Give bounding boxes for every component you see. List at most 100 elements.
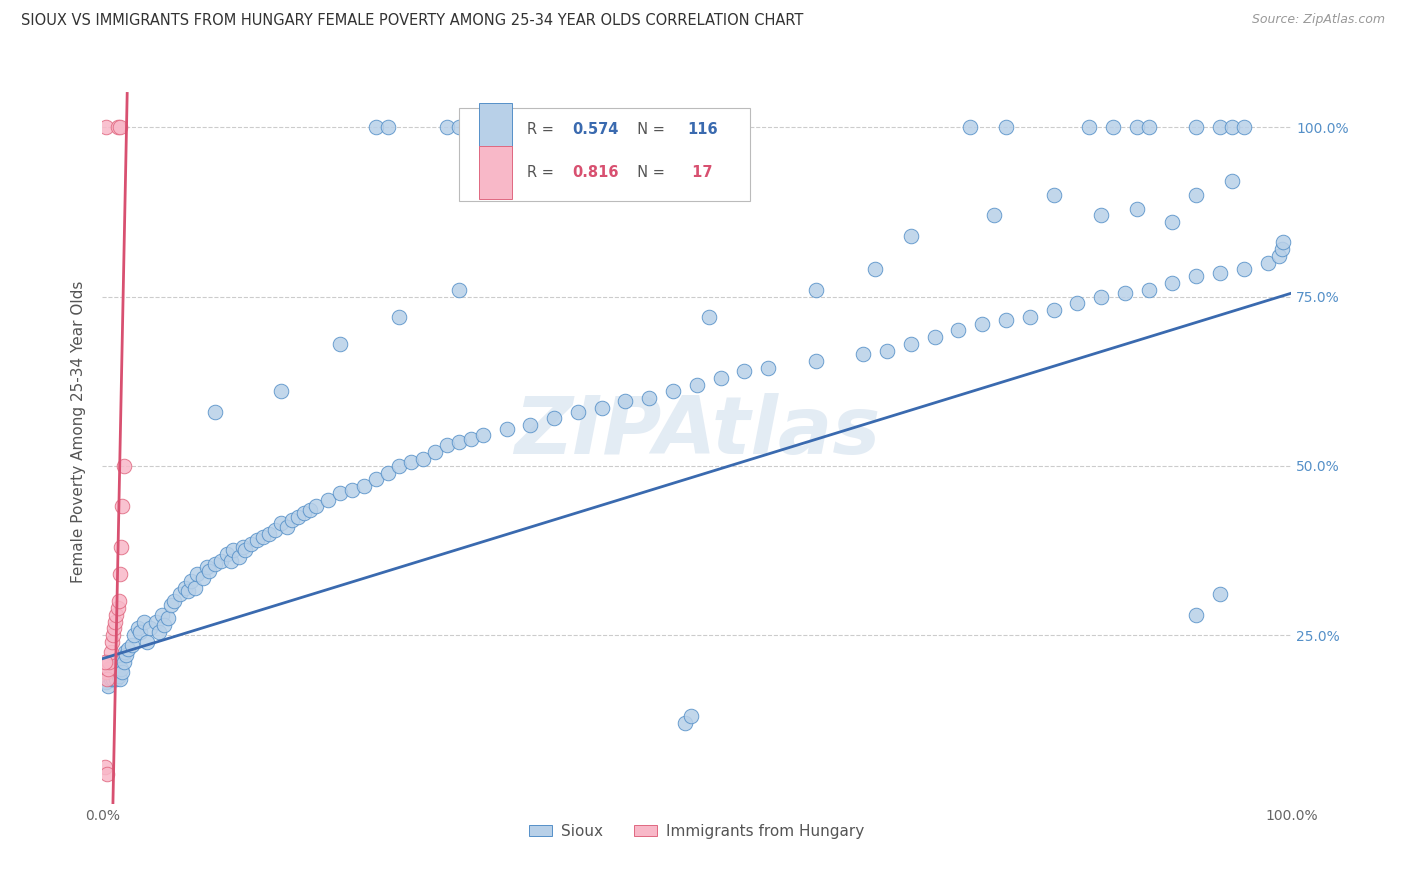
Point: [104, 658, 127, 673]
Point: [100, 668, 122, 682]
Point: [108, 668, 131, 682]
Point: [447, 435, 470, 450]
Point: [100, 645, 122, 659]
Point: [994, 313, 1017, 327]
Point: [555, 120, 578, 135]
Point: [93, 760, 115, 774]
Point: [103, 665, 125, 680]
Point: [139, 621, 162, 635]
Point: [105, 607, 128, 622]
Point: [108, 594, 131, 608]
Point: [132, 615, 155, 629]
Point: [107, 665, 129, 680]
Point: [756, 360, 779, 375]
Text: N =: N =: [628, 165, 669, 180]
Point: [436, 438, 458, 452]
Point: [1161, 215, 1184, 229]
Point: [96, 767, 118, 781]
Point: [186, 567, 208, 582]
Point: [377, 120, 399, 135]
Point: [983, 208, 1005, 222]
Point: [1209, 120, 1232, 135]
Point: [94, 120, 117, 135]
Point: [204, 404, 226, 418]
Point: [1185, 188, 1208, 202]
Point: [145, 615, 167, 629]
Point: [101, 672, 124, 686]
Point: [531, 120, 554, 135]
Point: [270, 516, 292, 531]
Point: [1018, 310, 1040, 324]
Point: [233, 543, 256, 558]
Point: [94, 675, 117, 690]
Point: [117, 641, 139, 656]
Point: [662, 384, 685, 399]
Point: [1090, 208, 1112, 222]
Point: [1271, 242, 1294, 256]
Text: SIOUX VS IMMIGRANTS FROM HUNGARY FEMALE POVERTY AMONG 25-34 YEAR OLDS CORRELATIO: SIOUX VS IMMIGRANTS FROM HUNGARY FEMALE …: [21, 13, 803, 29]
Point: [377, 466, 399, 480]
Point: [198, 564, 221, 578]
Point: [93, 655, 115, 669]
Point: [209, 553, 232, 567]
Point: [148, 624, 170, 639]
Point: [231, 540, 253, 554]
Point: [863, 262, 886, 277]
Point: [169, 587, 191, 601]
Point: [340, 483, 363, 497]
Point: [543, 411, 565, 425]
Point: [270, 384, 292, 399]
Point: [180, 574, 202, 588]
Point: [100, 635, 122, 649]
Text: Source: ZipAtlas.com: Source: ZipAtlas.com: [1251, 13, 1385, 27]
Point: [1078, 120, 1101, 135]
Point: [174, 581, 197, 595]
Point: [111, 500, 134, 514]
Point: [1220, 174, 1243, 188]
Point: [104, 668, 127, 682]
Point: [1125, 202, 1147, 216]
Point: [153, 618, 176, 632]
Point: [98, 655, 121, 669]
Point: [697, 310, 720, 324]
Point: [1185, 269, 1208, 284]
Point: [852, 347, 875, 361]
Point: [257, 526, 280, 541]
Point: [804, 354, 827, 368]
Point: [1114, 286, 1136, 301]
Text: ZIPAtlas: ZIPAtlas: [513, 393, 880, 471]
Point: [638, 391, 661, 405]
Point: [94, 665, 117, 680]
Point: [108, 120, 131, 135]
Point: [219, 553, 242, 567]
Point: [101, 628, 124, 642]
Point: [1137, 283, 1160, 297]
Point: [114, 645, 136, 659]
Legend: Sioux, Immigrants from Hungary: Sioux, Immigrants from Hungary: [523, 818, 870, 845]
Point: [1233, 120, 1256, 135]
Point: [160, 598, 183, 612]
Point: [924, 330, 946, 344]
Point: [1209, 266, 1232, 280]
Text: R =: R =: [527, 122, 558, 137]
Point: [709, 371, 731, 385]
Point: [425, 445, 447, 459]
Point: [1209, 587, 1232, 601]
Point: [252, 530, 274, 544]
Point: [1272, 235, 1295, 250]
Text: R =: R =: [527, 165, 558, 180]
Point: [112, 458, 135, 473]
Point: [100, 662, 122, 676]
Point: [150, 607, 173, 622]
Point: [124, 628, 146, 642]
Point: [471, 428, 494, 442]
Point: [97, 679, 120, 693]
Point: [686, 377, 709, 392]
Point: [1125, 120, 1147, 135]
Point: [107, 120, 129, 135]
Bar: [479, 103, 512, 157]
Point: [222, 543, 245, 558]
Point: [108, 567, 131, 582]
Text: 17: 17: [688, 165, 713, 180]
Point: [447, 120, 470, 135]
